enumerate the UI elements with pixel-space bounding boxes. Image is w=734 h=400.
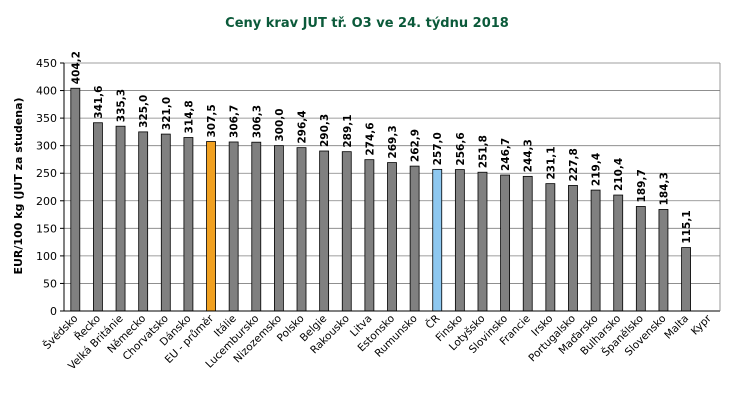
bar	[273, 145, 284, 312]
data-label: 325,0	[138, 95, 150, 128]
bar	[138, 131, 149, 312]
y-tick-label: 200	[36, 195, 57, 208]
bars	[70, 87, 691, 312]
data-label: 307,5	[206, 104, 218, 137]
bar	[183, 137, 194, 312]
axes	[63, 63, 721, 312]
bar	[500, 174, 511, 312]
data-label: 256,6	[455, 132, 467, 165]
bar	[115, 125, 126, 312]
y-tick-label: 350	[36, 112, 57, 125]
data-label: 300,0	[274, 108, 286, 141]
data-label: 321,0	[161, 97, 173, 130]
data-label: 257,0	[432, 132, 444, 165]
data-label: 289,1	[342, 114, 354, 147]
data-label: 335,3	[116, 89, 128, 122]
y-tick-label: 100	[36, 250, 57, 263]
bar	[387, 162, 397, 312]
y-tick-label: 300	[36, 140, 57, 153]
bar	[635, 206, 646, 312]
bar	[206, 141, 216, 312]
data-label: 404,2	[70, 51, 82, 84]
x-tick-label: Kypr	[689, 312, 714, 337]
data-labels: 404,2 341,6 335,3 325,0 321,0 314,8 307,5 306,7…	[70, 51, 693, 244]
bar	[228, 141, 239, 312]
x-tick-label: Malta	[662, 313, 691, 342]
y-tick-label: 150	[36, 222, 57, 235]
bar	[160, 133, 171, 312]
data-label: 306,7	[229, 105, 241, 138]
bar	[432, 168, 443, 312]
data-label: 274,6	[364, 122, 376, 155]
bar	[454, 169, 465, 312]
y-tick-label: 0	[50, 305, 57, 318]
bar	[93, 122, 103, 312]
bar	[341, 151, 352, 312]
bar	[251, 141, 262, 312]
bar	[70, 87, 81, 312]
bar	[364, 159, 375, 312]
y-axis-ticks: 0 50 100 150 200 250 300 350 400 450	[36, 57, 64, 318]
data-label: 306,3	[251, 105, 263, 138]
data-label: 210,4	[613, 158, 625, 191]
data-label: 231,1	[545, 146, 557, 179]
bar	[590, 189, 601, 312]
bar	[613, 194, 624, 312]
chart-title: Ceny krav JUT tř. O3 ve 24. týdnu 2018	[225, 16, 509, 31]
bar	[681, 247, 691, 312]
data-label: 246,7	[500, 138, 512, 171]
data-label: 314,8	[183, 100, 195, 133]
bar	[477, 171, 488, 312]
data-label: 296,4	[297, 110, 309, 143]
y-tick-label: 400	[36, 85, 57, 98]
bar	[409, 165, 420, 312]
bar	[296, 147, 307, 312]
data-label: 269,3	[387, 125, 399, 158]
bar	[319, 150, 330, 312]
y-axis-label: EUR/100 kg (JUT za studena)	[12, 97, 25, 274]
data-label: 184,3	[658, 172, 670, 205]
data-label: 189,7	[636, 169, 648, 202]
bar	[545, 183, 556, 312]
data-label: 251,8	[477, 135, 489, 168]
bar	[568, 185, 578, 312]
data-label: 227,8	[568, 148, 580, 181]
data-label: 262,9	[410, 129, 422, 162]
data-label: 290,3	[319, 114, 331, 147]
data-label: 219,4	[591, 153, 603, 186]
bar	[658, 209, 669, 312]
y-tick-label: 250	[36, 167, 57, 180]
data-label: 341,6	[93, 86, 105, 119]
data-label: 115,1	[681, 210, 693, 243]
y-tick-label: 450	[36, 57, 57, 70]
bar	[522, 175, 533, 312]
data-label: 244,3	[523, 139, 535, 172]
y-tick-label: 50	[43, 277, 57, 290]
